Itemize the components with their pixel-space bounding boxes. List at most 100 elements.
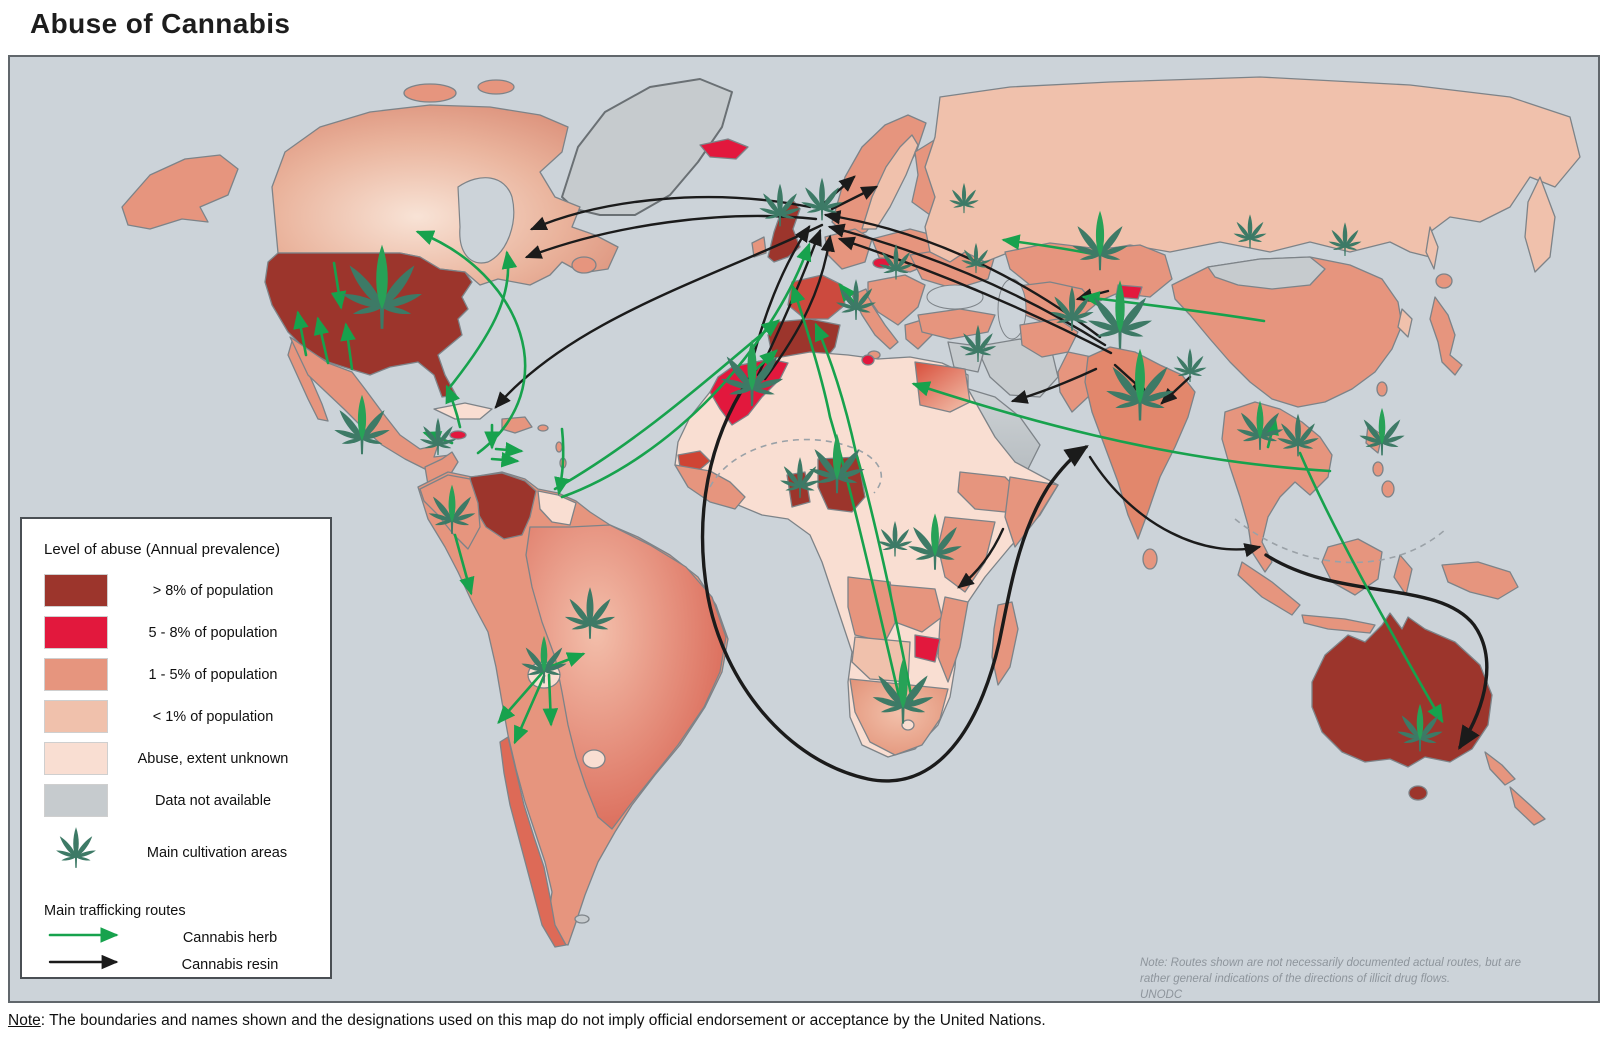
region-venezuela: [469, 472, 537, 540]
region-taiwan: [1376, 381, 1388, 397]
region-canada: [271, 104, 619, 286]
resin-arrow-icon: [48, 954, 119, 970]
region-new-zealand: [1484, 751, 1516, 786]
route-herb-caribbean-canada: [415, 230, 527, 455]
legend-swatch-gt8: [44, 574, 108, 607]
legend-label-herb: Cannabis herb: [182, 929, 278, 946]
route-dashed-se-asia: [1234, 518, 1447, 564]
region-new-zealand-south: [1509, 786, 1546, 826]
legend-label-cultivation: Main cultivation areas: [146, 845, 288, 861]
region-brazil: [525, 524, 727, 830]
route-resin-asia-europe: [837, 236, 1113, 355]
region-java: [1301, 614, 1376, 634]
route-resin-nepal-india: [1160, 375, 1192, 405]
legend-swatch-na: [44, 784, 108, 817]
region-tasmania: [1408, 785, 1428, 801]
region-madagascar: [991, 601, 1019, 686]
region-kamchatka: [1524, 176, 1556, 273]
route-resin-uk-scandinavia: [830, 185, 879, 211]
region-japan: [1429, 296, 1463, 376]
route-herb-mexico-usa: [293, 310, 309, 357]
legend-item-unknown: Abuse, extent unknown: [44, 742, 318, 775]
region-arctic-island: [403, 83, 457, 103]
legend-item-na: Data not available: [44, 784, 318, 817]
region-mongolia: [1207, 256, 1326, 290]
map-note: Note: Routes shown are not necessarily d…: [1140, 955, 1540, 1003]
route-herb-colombia-south: [453, 533, 475, 596]
region-hokkaido: [1435, 273, 1453, 289]
legend-item-herb: Cannabis herb: [46, 927, 318, 948]
region-korea: [1397, 308, 1413, 338]
route-resin-sea-australia: [1264, 553, 1489, 750]
legend-item-cultivation: Main cultivation areas: [36, 827, 318, 879]
route-herb-paraguay-uruguay: [542, 673, 559, 727]
footnote: Note: The boundaries and names shown and…: [8, 1012, 1046, 1030]
map-note-source: UNODC: [1140, 989, 1183, 1002]
route-resin-africa-loop: [700, 367, 1089, 783]
page-title: Abuse of Cannabis: [30, 8, 291, 39]
region-sri-lanka: [1142, 548, 1158, 570]
footnote-label: Note: [8, 1012, 41, 1029]
world-map: Level of abuse (Annual prevalence) > 8% …: [8, 55, 1600, 1003]
region-lesotho: [901, 719, 915, 731]
map-note-text: Note: Routes shown are not necessarily d…: [1140, 957, 1521, 986]
region-sakhalin: [1425, 226, 1439, 270]
region-puerto-rico: [537, 424, 549, 432]
route-herb-gulf-canada: [448, 250, 518, 389]
route-herb-caribbean-antilles: [490, 451, 520, 468]
footnote-text: : The boundaries and names shown and the…: [40, 1012, 1046, 1029]
region-iceland: [699, 138, 749, 160]
region-chile: [499, 736, 567, 948]
route-herb-mexico-usa: [313, 316, 330, 365]
region-falklands: [574, 914, 590, 924]
region-jamaica: [449, 430, 467, 440]
route-resin-asia-europe: [827, 223, 1107, 347]
route-herb-southamerica-iberia: [553, 319, 781, 491]
route-herb-china-centralasia: [1081, 291, 1266, 323]
region-new-guinea: [1441, 561, 1519, 600]
route-resin-pakistan-arabia: [1010, 367, 1098, 404]
route-herb-paraguay-argentina: [513, 674, 546, 745]
route-herb-canada-usa: [330, 261, 347, 310]
legend-item-lt1: < 1% of population: [44, 700, 318, 733]
legend-item-1to5: 1 - 5% of population: [44, 658, 318, 691]
legend-label-na: Data not available: [154, 792, 272, 809]
region-uruguay: [582, 749, 606, 769]
region-antilles: [555, 441, 563, 453]
map-legend: Level of abuse (Annual prevalence) > 8% …: [20, 517, 332, 979]
region-greenland: [561, 78, 733, 216]
legend-label-5to8: 5 - 8% of population: [148, 624, 278, 641]
region-china: [1171, 256, 1403, 408]
herb-routes-layer: [293, 230, 1444, 745]
region-zimbabwe: [914, 634, 941, 663]
legend-swatch-1to5: [44, 658, 108, 691]
cannabis-leaf-icon: [50, 827, 102, 879]
route-herb-caribbean-venezuela: [554, 427, 570, 496]
legend-label-unknown: Abuse, extent unknown: [137, 750, 289, 767]
legend-label-gt8: > 8% of population: [152, 582, 274, 599]
region-philippine-island: [1372, 461, 1384, 477]
route-herb-seasia-australia: [1298, 451, 1444, 724]
legend-item-gt8: > 8% of population: [44, 574, 318, 607]
route-herb-transasia-west: [911, 381, 1332, 473]
regions-layer: [121, 76, 1581, 948]
hudson-bay: [457, 177, 515, 264]
legend-label-resin: Cannabis resin: [181, 956, 279, 973]
legend-label-lt1: < 1% of population: [152, 708, 274, 725]
region-australia: [1311, 612, 1493, 768]
route-resin-europe-caribbean: [494, 223, 824, 409]
herb-arrow-icon: [48, 927, 119, 943]
route-herb-paraguay-chile: [497, 671, 544, 724]
legend-item-resin: Cannabis resin: [46, 954, 318, 975]
route-herb-africa-europe: [814, 322, 915, 707]
region-balkans: [867, 274, 926, 326]
region-arctic-island: [477, 79, 515, 95]
route-herb-caribbean-antilles: [494, 441, 524, 458]
route-resin-east-africa-branch: [957, 527, 1005, 589]
route-resin-europe-usa: [524, 214, 818, 259]
region-russia: [924, 76, 1581, 263]
region-senegal: [677, 450, 711, 472]
legend-swatch-5to8: [44, 616, 108, 649]
region-sweden: [861, 134, 919, 230]
legend-swatch-unknown: [44, 742, 108, 775]
